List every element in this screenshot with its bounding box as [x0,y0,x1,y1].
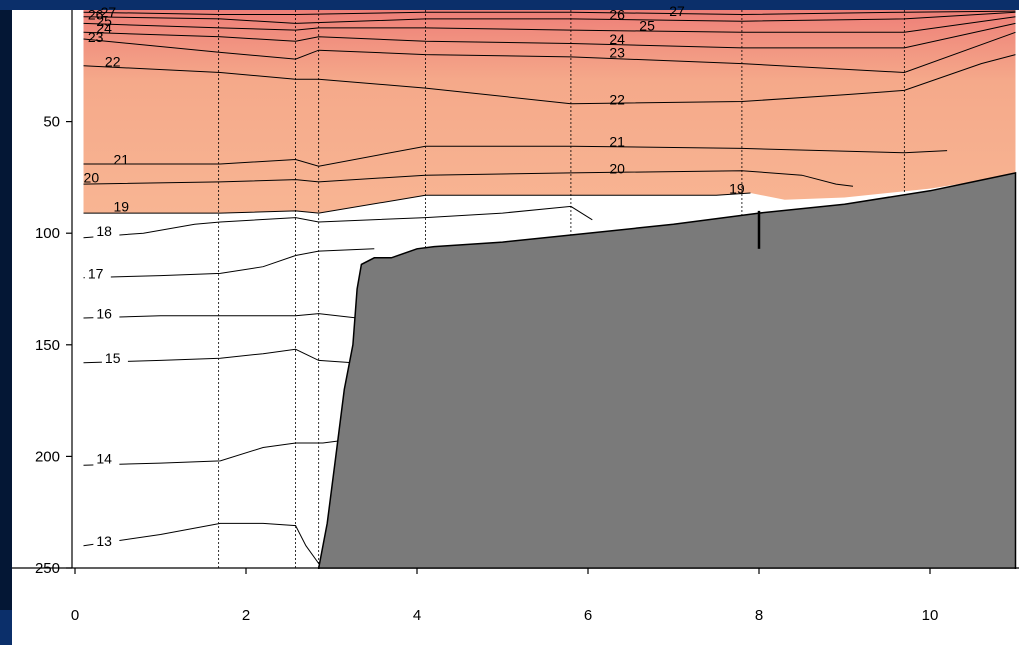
isotherm-17 [83,248,375,279]
y-tick-label-200: 200 [35,448,60,465]
x-tick-label-0: 0 [71,607,79,624]
y-tick-label-250: 250 [35,560,60,577]
isotherm-14 [83,440,341,466]
y-tick-label-150: 150 [35,337,60,354]
contour-label-27: 27 [101,4,117,20]
contour-label-24: 24 [609,31,625,47]
contour-label-19: 19 [729,181,745,197]
x-tick-label-6: 6 [584,607,592,624]
isotherm-27 [83,10,1016,16]
contour-label-14: 14 [96,451,112,467]
y-tick-label-50: 50 [43,114,60,131]
warm-water-fill [83,10,1016,214]
temperature-fill-layer [83,10,1016,214]
isotherm-20 [83,170,854,187]
contour-label-26: 26 [88,6,104,22]
contour-label-bg-5 [93,222,120,238]
contour-label-24: 24 [96,20,112,36]
x-tick-label-10: 10 [922,607,939,624]
contour-label-26: 26 [609,6,625,22]
contour-label-bg-3 [93,305,120,321]
contour-label-19: 19 [113,198,129,214]
frame-inner-dark [0,10,12,610]
contour-label-22: 22 [105,53,121,69]
contour-label-16: 16 [96,306,112,322]
contour-label-18: 18 [96,223,112,239]
isotherm-22 [83,54,1016,105]
isotherm-25 [83,16,1016,33]
contour-label-21: 21 [113,152,129,168]
contour-label-13: 13 [96,533,112,549]
contour-label-15: 15 [105,350,121,366]
contour-label-25: 25 [96,13,112,29]
isotherm-19 [83,192,751,214]
isotherm-16 [83,313,358,319]
contour-label-25: 25 [639,18,655,34]
x-axis-band [12,569,1019,645]
contour-label-23: 23 [609,44,625,60]
contour-label-22: 22 [609,91,625,107]
isotherm-26 [83,11,1016,24]
contour-label-20: 20 [84,169,100,185]
isotherm-lines [83,10,1016,564]
contour-label-bg-0 [93,533,120,549]
contour-labels: 1314151617181920212223242526272021222324… [84,3,745,549]
x-tick-label-2: 2 [242,607,250,624]
isotherm-21 [83,145,948,167]
contour-label-21: 21 [609,134,625,150]
contour-label-27: 27 [669,3,685,19]
contour-label-bg-2 [101,350,128,366]
contour-label-20: 20 [609,160,625,176]
isotherm-13 [83,522,320,564]
x-tick-label-4: 4 [413,607,421,624]
contour-label-23: 23 [88,29,104,45]
x-tick-label-8: 8 [755,607,763,624]
isotherm-15 [83,348,353,364]
frame-corner [0,610,12,645]
isotherm-24 [83,22,1016,49]
isotherm-23 [83,31,1016,74]
contour-label-bg-1 [93,450,120,466]
contour-label-bg-4 [84,265,111,281]
isotherm-18 [83,205,593,239]
contour-label-17: 17 [88,265,104,281]
seafloor-shape [317,171,1017,592]
seafloor-layer [317,171,1017,592]
station-lines [218,10,905,568]
y-tick-label-100: 100 [35,225,60,242]
